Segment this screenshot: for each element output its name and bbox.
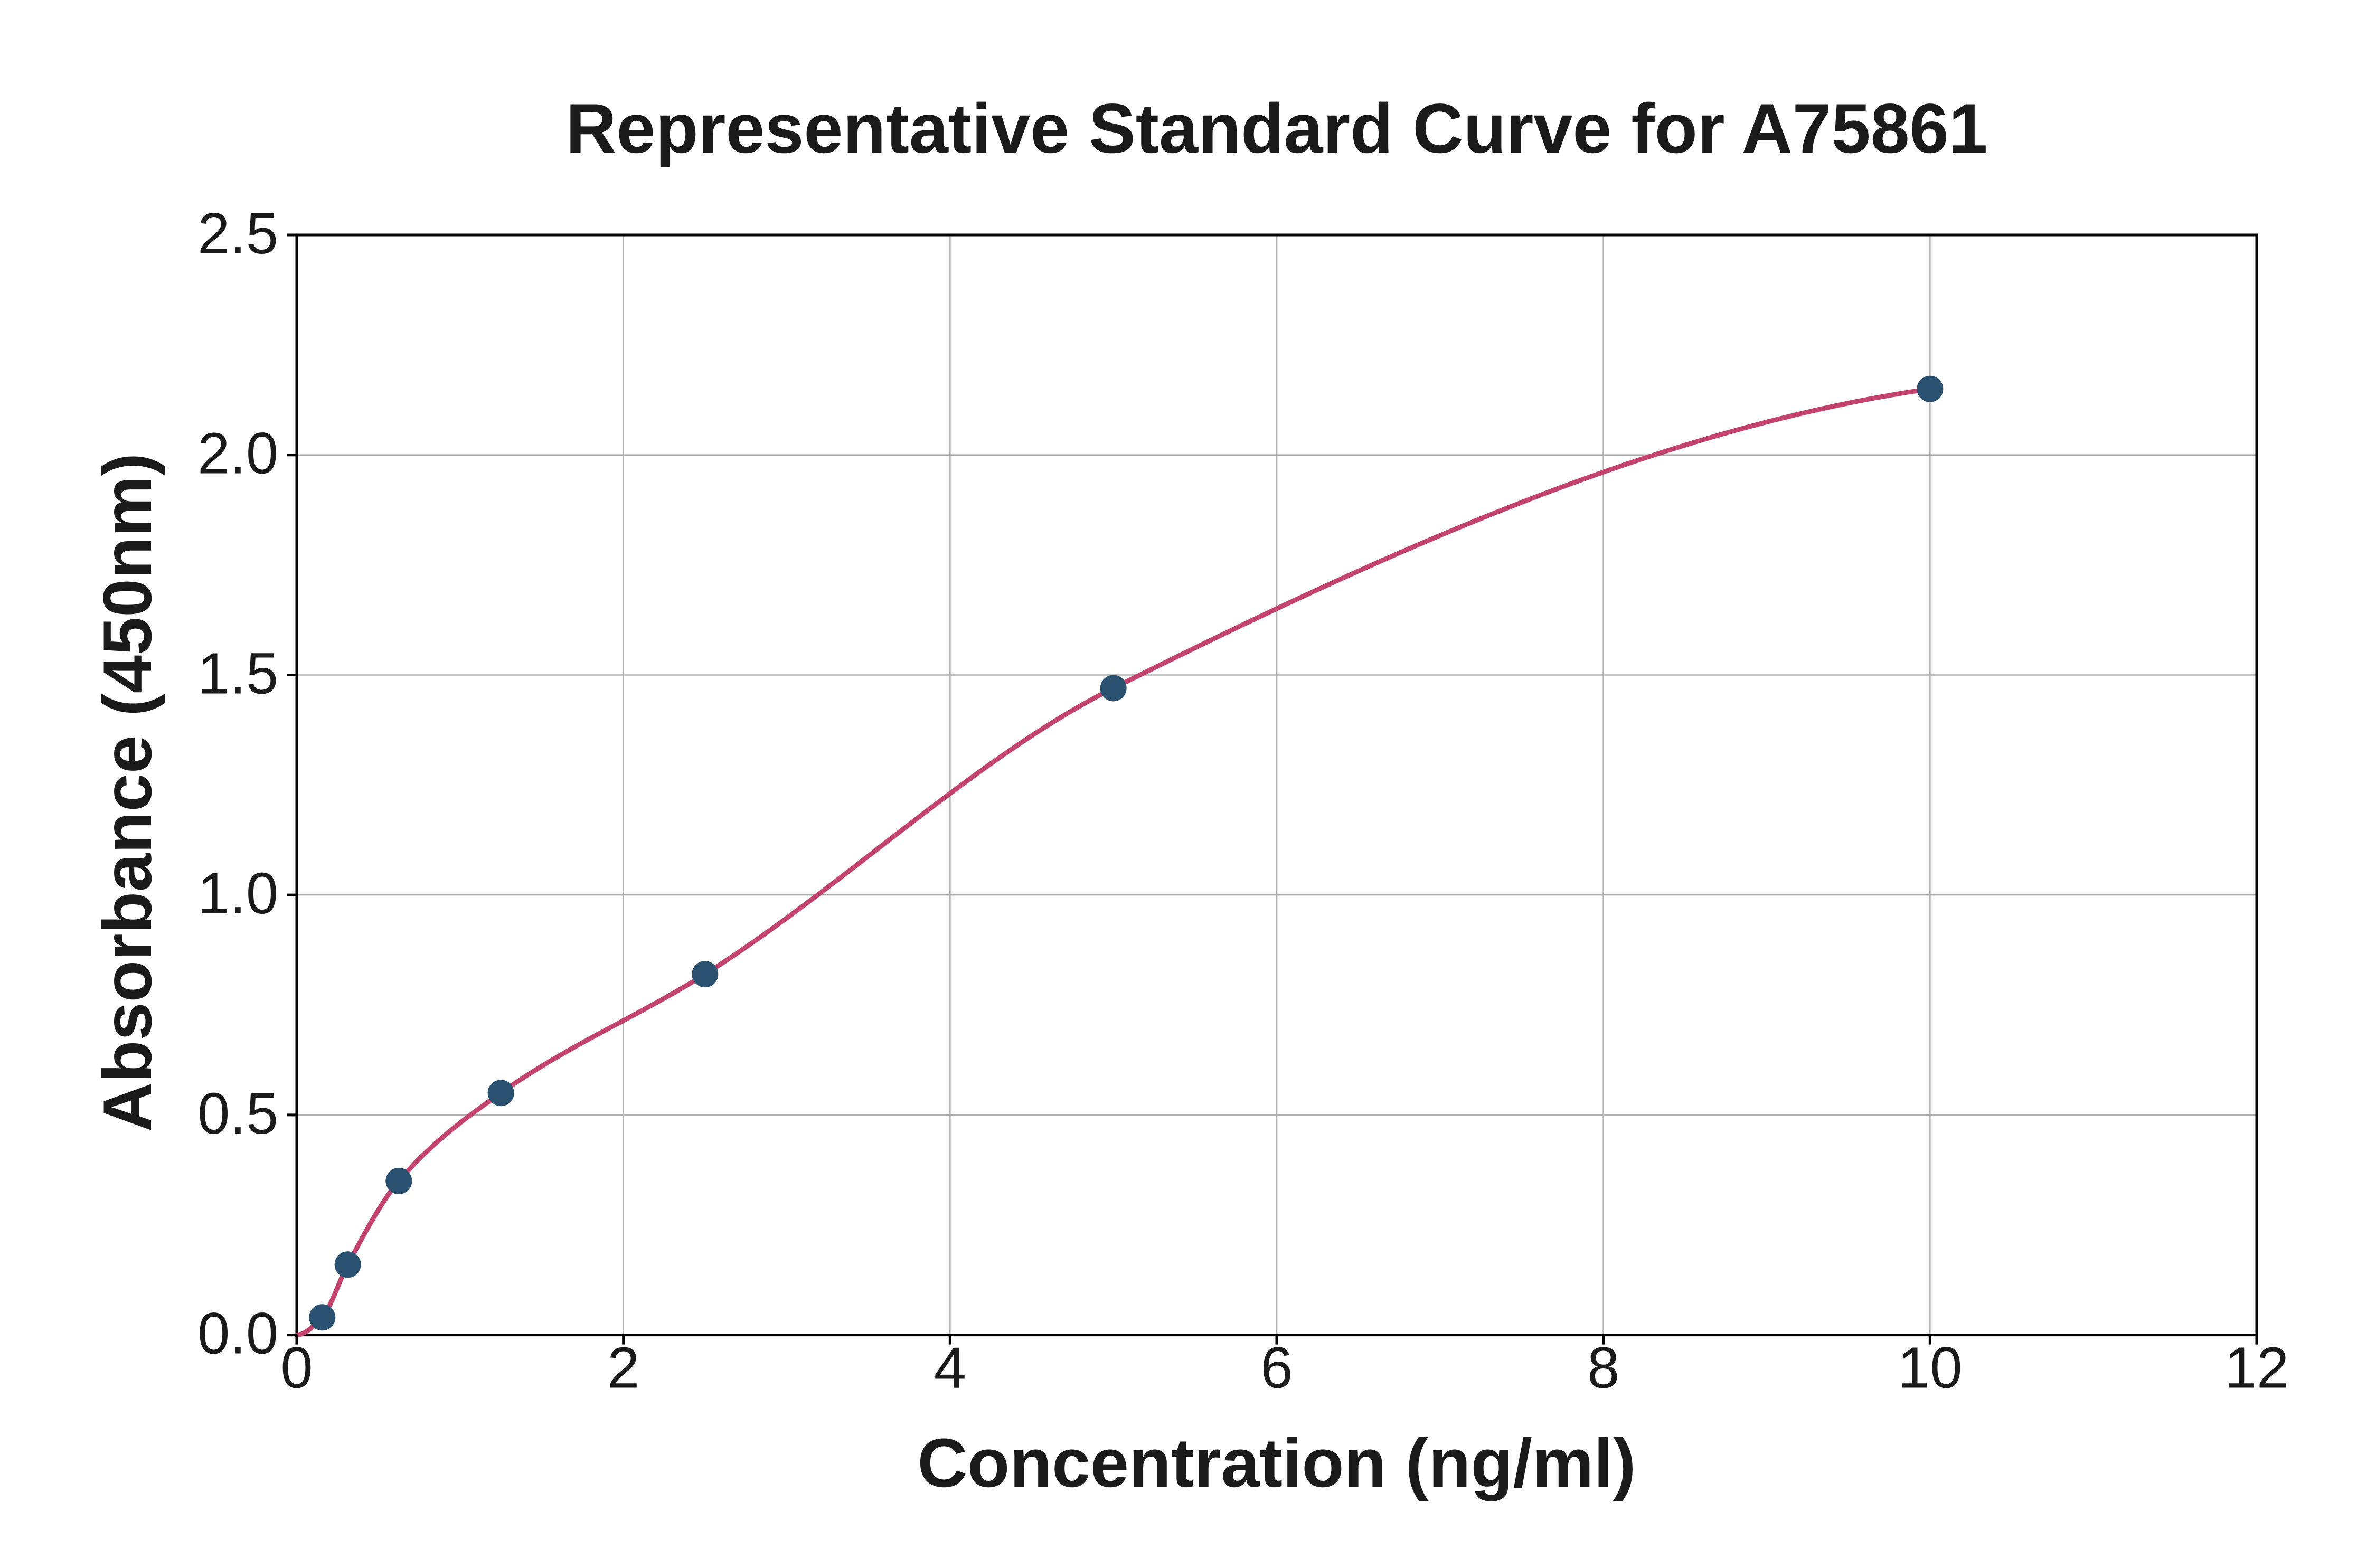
svg-text:2.0: 2.0	[197, 421, 278, 486]
svg-text:2: 2	[607, 1336, 639, 1401]
svg-text:10: 10	[1898, 1336, 1962, 1401]
svg-text:0.5: 0.5	[197, 1081, 278, 1146]
svg-text:12: 12	[2224, 1336, 2289, 1401]
svg-text:0.0: 0.0	[197, 1301, 278, 1366]
svg-text:6: 6	[1260, 1336, 1293, 1401]
svg-text:8: 8	[1587, 1336, 1619, 1401]
svg-text:0: 0	[280, 1336, 313, 1401]
svg-text:4: 4	[934, 1336, 966, 1401]
svg-text:2.5: 2.5	[197, 201, 278, 266]
svg-text:1.0: 1.0	[197, 861, 278, 926]
svg-text:1.5: 1.5	[197, 641, 278, 706]
